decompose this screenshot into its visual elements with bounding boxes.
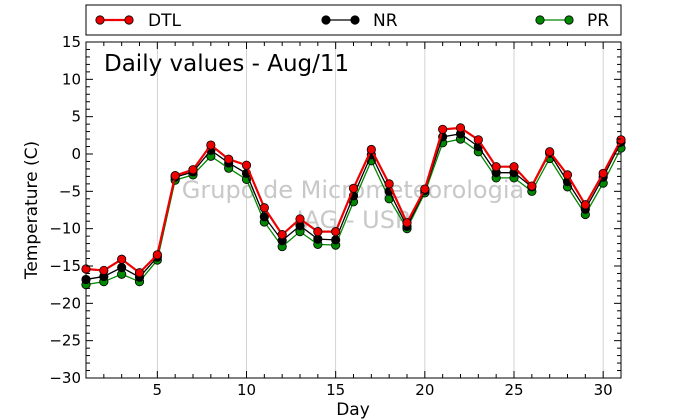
data-point-nr xyxy=(331,235,341,245)
data-point-dtl xyxy=(206,140,216,150)
legend-marker xyxy=(321,15,331,25)
x-tick-label: 5 xyxy=(153,381,163,399)
data-point-dtl xyxy=(99,265,109,276)
y-tick-label: −5 xyxy=(59,182,81,200)
legend-item-nr: NR xyxy=(321,11,398,31)
x-tick-label: 10 xyxy=(237,381,256,399)
data-point-dtl xyxy=(331,227,341,237)
axis-ticks: 5 10 15 20 25 30 −30 −25 −20 −15 −10 −5 0 5 10 15 xyxy=(49,33,622,399)
data-point-nr xyxy=(259,212,269,222)
chart-title: Daily values - Aug/11 xyxy=(104,51,349,77)
y-tick-label: 15 xyxy=(62,33,81,51)
y-tick-label: −10 xyxy=(49,220,81,238)
data-point-dtl xyxy=(152,250,162,260)
data-point-dtl xyxy=(580,200,590,210)
legend-marker xyxy=(124,15,134,25)
legend-item-dtl: DTL xyxy=(95,11,181,31)
data-point-dtl xyxy=(438,124,448,134)
series-dtl xyxy=(81,123,626,278)
grid-lines xyxy=(156,42,604,378)
legend-label: DTL xyxy=(148,11,181,31)
legend-marker xyxy=(535,15,545,25)
data-point-dtl xyxy=(295,214,305,224)
x-tick-label: 25 xyxy=(504,381,523,399)
legend-marker xyxy=(95,15,105,25)
data-point-dtl xyxy=(455,123,466,133)
legend-label: PR xyxy=(587,11,609,31)
y-tick-label: 10 xyxy=(62,70,81,88)
x-tick-label: 20 xyxy=(415,381,434,399)
series-group xyxy=(81,123,626,290)
y-tick-label: −25 xyxy=(49,332,81,350)
data-point-nr xyxy=(81,274,91,285)
y-tick-label: 5 xyxy=(71,108,81,126)
data-point-dtl xyxy=(134,268,145,278)
data-point-dtl xyxy=(616,135,626,145)
data-point-dtl xyxy=(420,184,430,194)
x-tick-label: 15 xyxy=(326,381,345,399)
y-tick-label: −15 xyxy=(49,257,81,275)
data-point-nr xyxy=(117,262,127,273)
x-axis-label: Day xyxy=(336,400,370,420)
y-tick-label: −30 xyxy=(49,369,81,387)
legend-label: NR xyxy=(373,11,398,31)
data-point-dtl xyxy=(117,254,127,264)
data-point-dtl xyxy=(348,183,359,193)
data-point-dtl xyxy=(545,147,555,157)
data-point-dtl xyxy=(224,154,234,164)
data-point-dtl xyxy=(170,171,180,181)
data-point-dtl xyxy=(562,170,573,180)
legend-item-pr: PR xyxy=(535,11,609,31)
data-point-dtl xyxy=(509,162,519,172)
data-point-dtl xyxy=(598,168,608,179)
data-point-dtl xyxy=(241,160,252,170)
data-point-dtl xyxy=(313,227,323,237)
data-point-dtl xyxy=(491,162,501,172)
data-point-dtl xyxy=(277,230,287,240)
data-point-dtl xyxy=(366,144,376,155)
y-axis-label: Temperature (C) xyxy=(22,141,42,280)
x-tick-label: 30 xyxy=(594,381,613,399)
plot-area xyxy=(85,41,622,379)
y-tick-label: −20 xyxy=(49,294,81,312)
data-point-dtl xyxy=(473,135,483,145)
data-point-dtl xyxy=(527,181,537,191)
legend-marker xyxy=(350,15,360,25)
data-point-dtl xyxy=(384,179,394,189)
data-point-dtl xyxy=(259,203,269,213)
data-point-dtl xyxy=(188,165,198,175)
data-point-dtl xyxy=(402,218,412,228)
y-tick-label: 0 xyxy=(71,145,81,163)
legend: DTL NR PR xyxy=(85,4,622,36)
legend-marker xyxy=(564,15,574,25)
